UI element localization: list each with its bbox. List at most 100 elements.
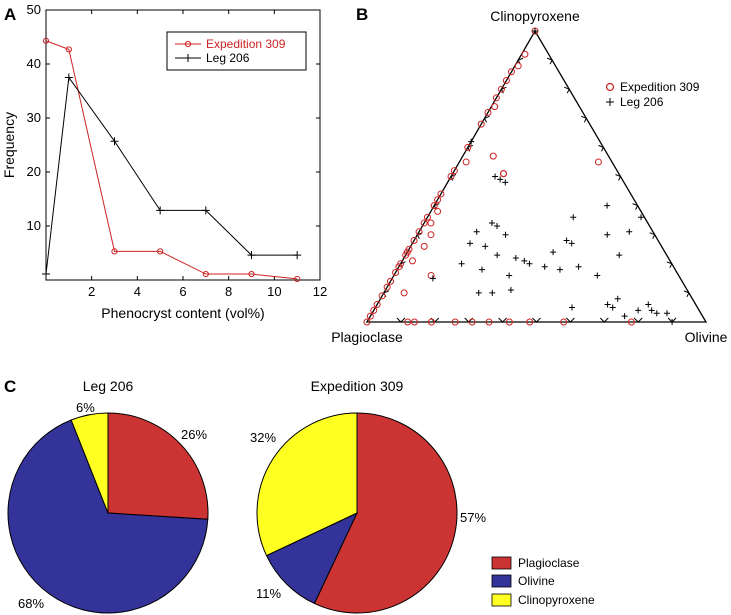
ternary-series-0-point-49 xyxy=(485,318,493,326)
ternary-series-1-point-31 xyxy=(648,307,655,314)
bottom-edge-tick-1 xyxy=(396,317,406,323)
ternary-series-1-point-8 xyxy=(473,228,480,235)
legend: Expedition 309 Leg 206 xyxy=(166,31,307,71)
series-1-point-3 xyxy=(156,206,165,215)
ternary-series-1-point-43 xyxy=(609,304,616,311)
legend-marker-expedition-309 xyxy=(184,40,192,48)
ternary-series-1-point-19 xyxy=(507,286,514,293)
ternary-series-0-point-24 xyxy=(378,292,386,300)
ternary-series-0-point-54 xyxy=(403,248,411,256)
ternary-series-1-point-16 xyxy=(521,257,528,264)
ternary-series-0-point-48 xyxy=(468,318,476,326)
ternary-series-0-point-10 xyxy=(437,190,445,198)
ternary-series-1-point-11 xyxy=(502,231,509,238)
ternary-series-1-point-40 xyxy=(594,272,601,279)
ternary-series-0-point-9 xyxy=(447,173,455,180)
legend-swatch-2 xyxy=(491,593,512,607)
ternary-series-1-point-37 xyxy=(482,243,489,250)
ternary-series-1-point-9 xyxy=(488,220,495,227)
ternary-series-0-point-14 xyxy=(420,219,428,227)
ternary-series-1-point-38 xyxy=(489,289,496,296)
ternary-series-1-point-32 xyxy=(669,319,676,325)
ternary-series-0-point-34 xyxy=(420,242,428,250)
y-tick-label-20: 20 xyxy=(27,164,41,179)
ternary-series-1-point-25 xyxy=(575,263,582,270)
ternary-series-0-point-25 xyxy=(373,301,381,309)
legend-marker-expedition-309 xyxy=(605,82,615,92)
ternary-series-1-point-42 xyxy=(645,301,652,308)
y-tick-label-50: 50 xyxy=(27,2,41,17)
legend-label-expedition-309: Expedition 309 xyxy=(620,80,700,94)
pie-leg-206-label-olivine: 68% xyxy=(18,596,44,611)
pie-slice-clinopyroxene xyxy=(70,412,109,514)
bottom-edge-tick-8 xyxy=(633,317,643,323)
x-tick-label-4: 4 xyxy=(134,284,141,299)
vertex-label-clinopyroxene: Clinopyroxene xyxy=(490,8,580,24)
ternary-series-1-point-20 xyxy=(570,214,577,221)
tick-labels: 2 4 6 8 10 12 10 20 30 40 50 xyxy=(27,2,328,299)
ternary-series-1-point-36 xyxy=(653,310,660,317)
right-edge-tick-2 xyxy=(666,261,673,269)
right-edge-tick-9 xyxy=(546,57,553,65)
ternary-series-1-point-6 xyxy=(466,240,473,247)
ternary-series-1-point-13 xyxy=(478,266,485,273)
pie-slice-olivine xyxy=(7,419,209,614)
panel-letter-a: A xyxy=(4,5,16,24)
ternary-series-0-point-37 xyxy=(489,152,497,160)
ternary-series-1-point-35 xyxy=(663,310,670,317)
pie-title-expedition-309: Expedition 309 xyxy=(311,378,404,394)
ternary-series-0-point-5 xyxy=(484,108,492,116)
legend-swatch-1 xyxy=(491,574,512,588)
right-edge-tick-8 xyxy=(564,86,570,94)
ternary-series-1-point-24 xyxy=(604,202,611,209)
ternary-series-1-point-3 xyxy=(497,176,504,183)
ternary-series-0-point-30 xyxy=(491,103,499,111)
ternary-series-1-point-1 xyxy=(468,138,475,145)
ternary-series-1-point-7 xyxy=(458,260,465,267)
right-edge-tick-5 xyxy=(615,174,622,181)
series-1-point-5 xyxy=(247,251,256,260)
ternary-series-0-point-40 xyxy=(500,170,508,178)
legend-swatches xyxy=(491,556,512,607)
ternary-series-0-point-33 xyxy=(408,257,416,265)
ternary-series-0-point-43 xyxy=(363,318,371,326)
ternary-series-1-point-10 xyxy=(494,222,501,229)
ternary-series-0-point-13 xyxy=(423,213,431,221)
ternary-series-0-point-20 xyxy=(395,263,403,271)
right-edge-tick-6 xyxy=(598,144,605,152)
y-tick-label-10: 10 xyxy=(27,218,41,233)
ternary-series-0-point-41 xyxy=(594,158,602,166)
ternary-series-1-point-14 xyxy=(475,289,482,296)
x-tick-label-10: 10 xyxy=(267,284,281,299)
series-1-point-6 xyxy=(293,251,302,260)
pie-slice-clinopyroxene xyxy=(256,412,358,557)
ternary-series-1-point-26 xyxy=(569,304,576,311)
right-edge-tick-4 xyxy=(632,203,639,210)
data-points xyxy=(363,27,676,326)
ternary-series-0-point-31 xyxy=(434,207,442,215)
ternary-series-0-point-21 xyxy=(392,269,400,277)
ternary-series-1-point-44 xyxy=(621,313,628,320)
legend-marker-leg-206 xyxy=(184,54,192,62)
bottom-edge-tick-7 xyxy=(599,317,609,323)
ternary-series-0-point-36 xyxy=(400,289,408,297)
ternary-series-0-point-28 xyxy=(521,50,529,58)
x-tick-label-2: 2 xyxy=(88,284,95,299)
ternary-series-0-point-42 xyxy=(427,219,435,227)
legend-label-plagioclase: Plagioclase xyxy=(518,556,580,570)
pie-leg-206-label-plagioclase: 26% xyxy=(181,427,207,442)
y-axis-label: Frequency xyxy=(1,112,17,178)
pie-exp-309-label-olivine: 11% xyxy=(256,586,281,601)
legend-box xyxy=(166,31,307,71)
legend-items xyxy=(175,40,201,62)
ternary-series-0-point-7 xyxy=(464,143,472,151)
pie-charts: Leg 206 26% 68% 6% Expedition 309 57% 11… xyxy=(7,378,595,614)
legend-label-olivine: Olivine xyxy=(518,574,555,588)
series-line-0 xyxy=(45,40,298,280)
panel-letter-b: B xyxy=(356,5,368,24)
x-tick-label-6: 6 xyxy=(179,284,186,299)
ternary-series-1-point-33 xyxy=(638,214,645,221)
ternary-series-1-point-30 xyxy=(635,307,642,314)
ternary-series-0-point-53 xyxy=(627,318,635,326)
